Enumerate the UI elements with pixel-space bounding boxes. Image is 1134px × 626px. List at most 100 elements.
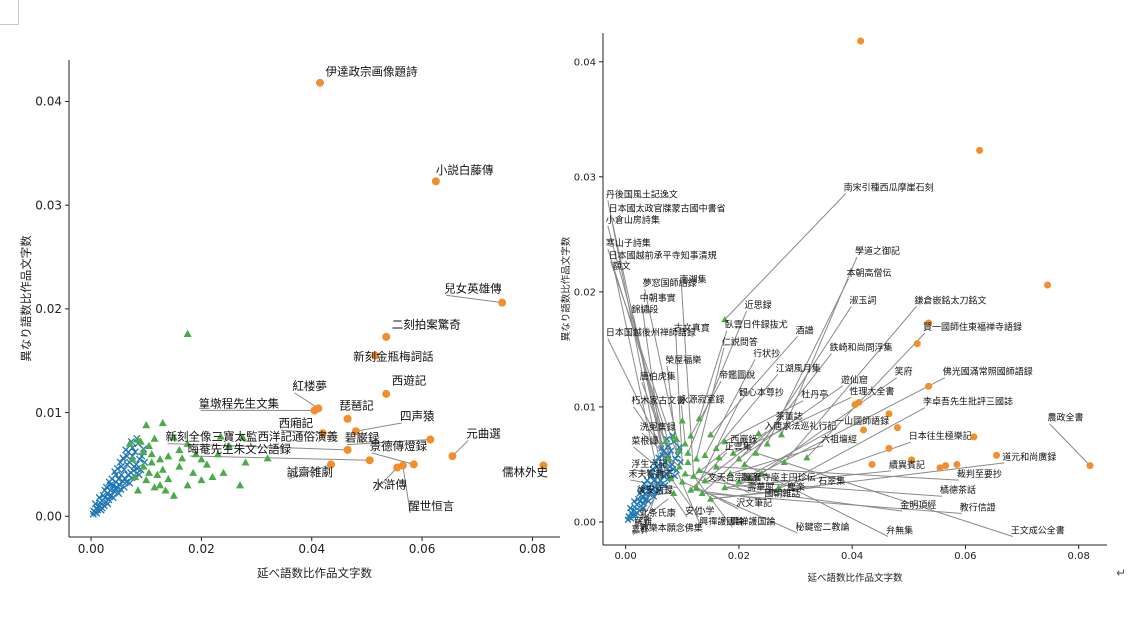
point-x [120, 483, 128, 491]
point-label: 性理大全書 [849, 385, 894, 397]
point-label: 碧巌録 [345, 431, 380, 445]
point-label: 六祖壇經 [821, 434, 857, 446]
point-label: 遊仙窟 [841, 374, 868, 386]
y-tick-label: 0.00 [574, 517, 596, 528]
x-tick-label: 0.06 [409, 542, 436, 556]
point-x [637, 502, 645, 510]
y-tick-label: 0.01 [574, 402, 596, 413]
point-triangle [213, 450, 222, 458]
point-label: 沢文筆記 [736, 497, 772, 509]
label-leader-line [355, 422, 403, 432]
point-label: 元曲選 [466, 426, 501, 440]
point-circle [409, 460, 418, 469]
label-leader-line [630, 479, 677, 488]
point-triangle [712, 444, 720, 452]
point-label: 南湖集 [679, 274, 706, 286]
point-triangle [139, 447, 148, 456]
y-tick-label: 0.02 [35, 302, 62, 316]
point-label: 酒譜 [796, 324, 814, 336]
window-corner [0, 0, 19, 25]
point-triangle [661, 437, 669, 445]
point-x [672, 455, 679, 462]
label-leader-line [632, 446, 672, 479]
point-label: 永源寂室録 [679, 393, 724, 405]
point-label: 景德傳燈録 [370, 439, 428, 453]
point-triangle [721, 315, 729, 323]
point-triangle [178, 454, 187, 462]
point-x [91, 508, 99, 516]
point-circle [857, 37, 865, 45]
point-triangle [144, 468, 153, 476]
chart-panel-2: 0.00 0.02 0.04 0.06 0.08 0.00 0.01 0.02 0.03 0.04… [560, 33, 1107, 584]
point-label: 杜丹亭 [801, 389, 828, 401]
label-leader-line [702, 492, 962, 514]
point-label: 小学 [696, 505, 714, 517]
point-x [652, 458, 659, 466]
point-circle [936, 464, 944, 472]
point-circle [942, 462, 950, 470]
label-leader-line [698, 330, 728, 419]
point-circle [327, 460, 336, 469]
point-label: 後安語録 [637, 484, 673, 496]
point-triangle [681, 470, 689, 477]
y-tick-label: 0.04 [574, 57, 596, 68]
point-label: 壽華賦 [747, 481, 774, 493]
point-label: 續異賓記 [889, 459, 925, 471]
point-circle [382, 332, 391, 341]
point-triangle [707, 495, 715, 502]
point-triangle [169, 491, 178, 499]
point-x [102, 483, 111, 491]
point-triangle [775, 483, 783, 491]
label-leader-line [778, 407, 926, 488]
point-label: 儒林外史 [502, 465, 548, 479]
label-leader-line [371, 452, 414, 465]
point-circle [913, 340, 921, 348]
point-label: 淑玉詞 [849, 294, 876, 306]
x-tick-label: 0.02 [728, 551, 750, 562]
x-tick-label: 0.04 [841, 551, 863, 562]
point-label: 農政全書 [1048, 412, 1084, 424]
label-leader-line [715, 373, 779, 449]
point-label: 賢一國師住東福禅寺語録 [923, 321, 1022, 333]
point-label: 誠齋雑劇 [287, 465, 333, 479]
point-triangle [183, 329, 192, 337]
point-triangle [164, 452, 173, 460]
point-triangle [735, 455, 743, 462]
label-leader-line [699, 469, 750, 494]
point-label: 中朝事實 [640, 292, 676, 304]
y-tick-label: 0.03 [574, 172, 596, 183]
point-label: 水滸傳 [372, 477, 407, 491]
point-triangle [715, 454, 723, 461]
point-circle [868, 460, 876, 468]
label-leader-line [724, 470, 892, 488]
point-label: 魏源 [742, 472, 760, 484]
x-tick-label: 0.08 [1068, 551, 1090, 562]
point-x [646, 469, 654, 476]
point-label: 興禪護國論 [699, 515, 744, 527]
point-x [634, 495, 642, 503]
x-tick-label: 0.00 [78, 542, 105, 556]
point-circle [908, 456, 916, 464]
point-label: 石翠集 [818, 475, 845, 487]
label-leader-line [699, 469, 744, 485]
label-leader-line [167, 443, 348, 451]
point-x [638, 486, 645, 494]
point-circle [398, 461, 407, 470]
point-triangle [695, 414, 703, 422]
point-label: 西巖錄 [730, 434, 757, 446]
point-label: 日本往生極樂記 [909, 430, 972, 442]
point-x [131, 448, 139, 456]
point-triangle [161, 486, 170, 494]
point-x [669, 465, 677, 473]
point-label: 教行信證 [960, 501, 996, 513]
chart-panel-1: 0.00 0.02 0.04 0.06 0.08 0.00 0.01 0.02 0.03 0.04… [19, 60, 560, 580]
point-label: 観心本尊抄 [739, 386, 784, 398]
label-leader-line [733, 396, 852, 454]
label-leader-line [1049, 423, 1091, 466]
point-triangle [191, 450, 200, 458]
x-tick-label: 0.00 [615, 551, 637, 562]
point-label: 北条氏康 [640, 507, 676, 519]
point-triangle [125, 439, 134, 447]
point-circle [314, 404, 323, 413]
point-triangle [777, 431, 785, 438]
